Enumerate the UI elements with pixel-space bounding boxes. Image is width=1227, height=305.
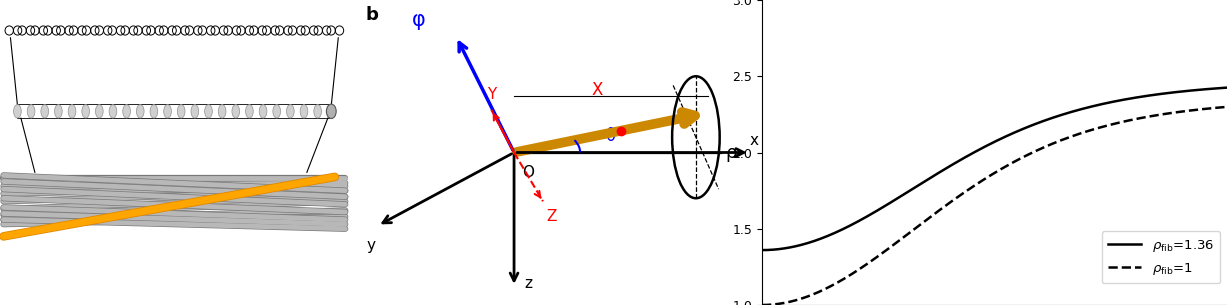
Y-axis label: ρ: ρ xyxy=(725,143,736,162)
Ellipse shape xyxy=(109,105,117,118)
Ellipse shape xyxy=(218,105,226,118)
Ellipse shape xyxy=(136,105,144,118)
Ellipse shape xyxy=(123,105,130,118)
Ellipse shape xyxy=(232,105,239,118)
Legend: $\rho_{\rm fib}$=1.36, $\rho_{\rm fib}$=1: $\rho_{\rm fib}$=1.36, $\rho_{\rm fib}$=… xyxy=(1102,231,1221,283)
Ellipse shape xyxy=(314,105,321,118)
Ellipse shape xyxy=(301,105,308,118)
Ellipse shape xyxy=(82,105,90,118)
Text: y: y xyxy=(367,238,375,253)
Ellipse shape xyxy=(54,105,63,118)
Text: φ: φ xyxy=(412,10,426,31)
Ellipse shape xyxy=(326,104,336,119)
Ellipse shape xyxy=(287,105,294,118)
Ellipse shape xyxy=(96,105,103,118)
Ellipse shape xyxy=(205,105,212,118)
Text: z: z xyxy=(524,276,533,291)
Ellipse shape xyxy=(150,105,158,118)
Ellipse shape xyxy=(178,105,185,118)
Ellipse shape xyxy=(328,105,335,118)
Ellipse shape xyxy=(40,105,49,118)
Text: O: O xyxy=(523,165,534,180)
Ellipse shape xyxy=(272,105,281,118)
Text: X: X xyxy=(591,81,602,99)
Ellipse shape xyxy=(163,105,172,118)
Text: b: b xyxy=(366,6,378,24)
Text: Z: Z xyxy=(546,209,556,224)
Text: Y: Y xyxy=(487,87,496,102)
Text: θ: θ xyxy=(605,127,615,145)
Ellipse shape xyxy=(191,105,199,118)
Ellipse shape xyxy=(69,105,76,118)
Ellipse shape xyxy=(27,105,34,118)
Text: x: x xyxy=(750,133,758,148)
Ellipse shape xyxy=(259,105,267,118)
Ellipse shape xyxy=(13,105,21,118)
Ellipse shape xyxy=(245,105,253,118)
